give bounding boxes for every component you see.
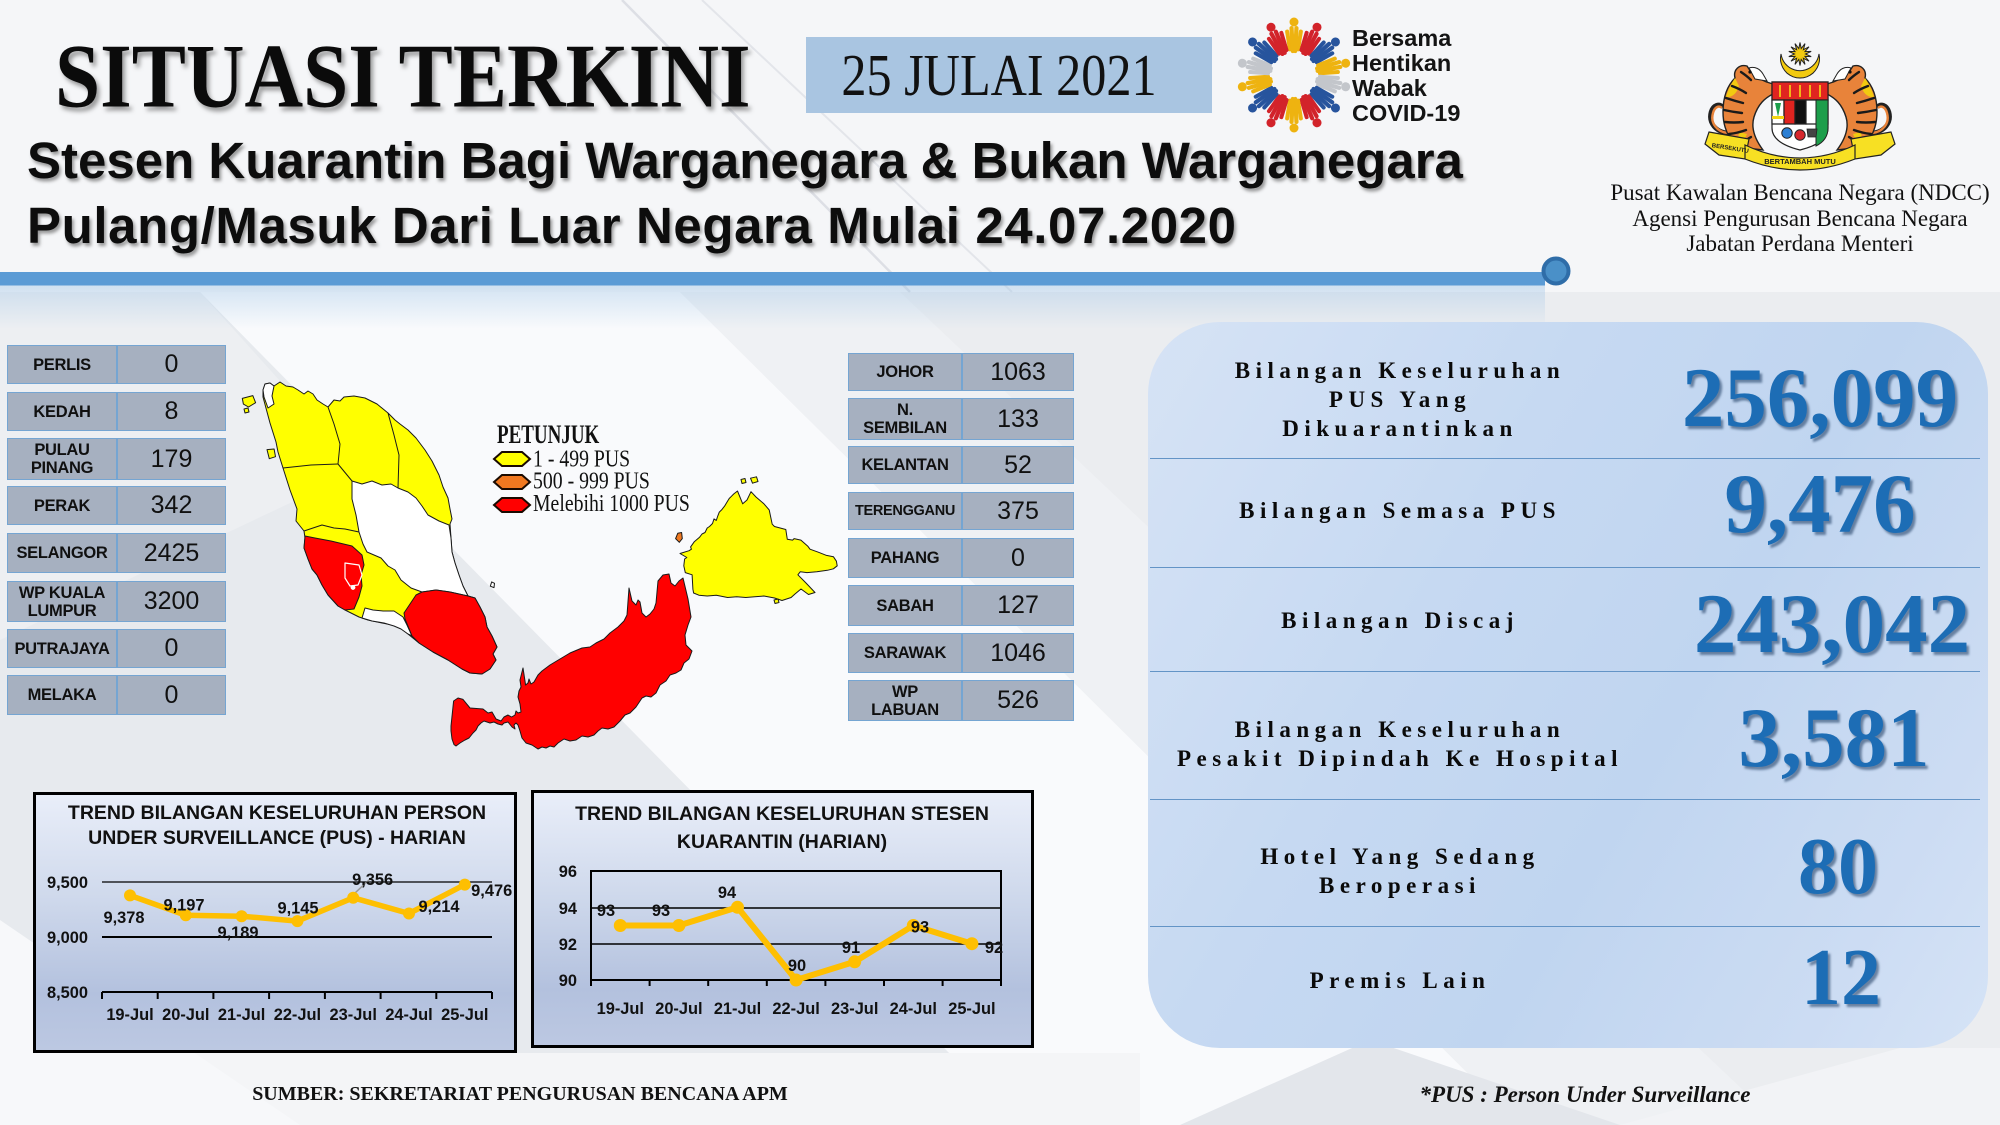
svg-text:22-Jul: 22-Jul xyxy=(274,1006,321,1024)
svg-text:24-Jul: 24-Jul xyxy=(385,1006,432,1024)
svg-text:19-Jul: 19-Jul xyxy=(597,1000,644,1018)
svg-text:9,476: 9,476 xyxy=(471,882,512,900)
svg-text:BERSEKUTU: BERSEKUTU xyxy=(1711,143,1749,155)
svg-text:94: 94 xyxy=(559,900,578,918)
svg-text:19-Jul: 19-Jul xyxy=(106,1006,153,1024)
svg-text:KUARANTIN (HARIAN): KUARANTIN (HARIAN) xyxy=(677,831,887,853)
svg-text:9,000: 9,000 xyxy=(47,929,88,947)
svg-text:90: 90 xyxy=(788,957,806,975)
svg-text:TREND BILANGAN KESELURUHAN PER: TREND BILANGAN KESELURUHAN PERSON xyxy=(68,802,486,824)
svg-text:UNDER SURVEILLANCE (PUS) - HAR: UNDER SURVEILLANCE (PUS) - HARIAN xyxy=(88,827,466,849)
svg-text:20-Jul: 20-Jul xyxy=(162,1006,209,1024)
svg-text:92: 92 xyxy=(559,936,577,954)
svg-text:22-Jul: 22-Jul xyxy=(772,1000,819,1018)
svg-text:9,356: 9,356 xyxy=(352,871,393,889)
svg-text:20-Jul: 20-Jul xyxy=(655,1000,702,1018)
svg-text:9,145: 9,145 xyxy=(277,900,318,918)
svg-text:21-Jul: 21-Jul xyxy=(218,1006,265,1024)
svg-text:9,378: 9,378 xyxy=(103,909,144,927)
svg-text:25-Jul: 25-Jul xyxy=(441,1006,488,1024)
svg-text:9,189: 9,189 xyxy=(217,924,258,942)
svg-text:91: 91 xyxy=(842,939,860,957)
svg-text:21-Jul: 21-Jul xyxy=(714,1000,761,1018)
svg-text:25-Jul: 25-Jul xyxy=(948,1000,995,1018)
svg-text:96: 96 xyxy=(559,863,577,881)
svg-text:9,500: 9,500 xyxy=(47,874,88,892)
svg-text:23-Jul: 23-Jul xyxy=(330,1006,377,1024)
svg-text:90: 90 xyxy=(559,972,577,990)
svg-text:92: 92 xyxy=(985,939,1003,957)
svg-text:93: 93 xyxy=(652,902,670,920)
svg-text:24-Jul: 24-Jul xyxy=(890,1000,937,1018)
svg-text:BERTAMBAH MUTU: BERTAMBAH MUTU xyxy=(1764,157,1836,166)
svg-text:8,500: 8,500 xyxy=(47,984,88,1002)
svg-text:94: 94 xyxy=(718,884,737,902)
svg-text:23-Jul: 23-Jul xyxy=(831,1000,878,1018)
svg-text:9,214: 9,214 xyxy=(418,898,460,916)
svg-text:9,197: 9,197 xyxy=(163,897,204,915)
svg-text:TREND BILANGAN KESELURUHAN STE: TREND BILANGAN KESELURUHAN STESEN xyxy=(575,803,989,825)
svg-text:93: 93 xyxy=(911,919,929,937)
svg-text:93: 93 xyxy=(597,902,615,920)
